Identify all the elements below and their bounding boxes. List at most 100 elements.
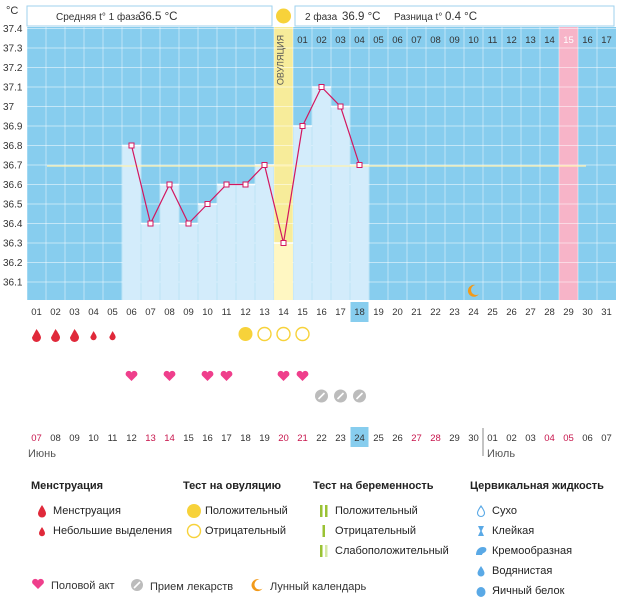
cycle-day-label: 27 — [525, 307, 536, 318]
cycle-day-label: 10 — [202, 307, 213, 318]
legend-moon-label: Лунный календарь — [270, 580, 367, 593]
small-drop-icon — [31, 525, 53, 537]
phase2-header — [294, 5, 615, 27]
legend-pregnancy-positive: Положительный — [335, 505, 418, 517]
calendar-date: 06 — [582, 433, 593, 444]
calendar-date: 20 — [278, 433, 289, 444]
calendar-date: 29 — [449, 433, 460, 444]
calendar-date: 01 — [487, 433, 498, 444]
double-bar-icon — [313, 504, 335, 518]
cycle-day-label: 14 — [278, 307, 289, 318]
post-ovulation-day: 12 — [506, 35, 517, 46]
calendar-date: 15 — [183, 433, 194, 444]
month-july: Июль — [487, 448, 515, 460]
cycle-day-label: 29 — [563, 307, 574, 318]
cycle-day-label: 01 — [31, 307, 42, 318]
y-tick-label: 36.5 — [3, 200, 23, 211]
cycle-day-label: 22 — [430, 307, 441, 318]
y-axis-unit: °C — [6, 5, 18, 17]
ovulation-test-positive — [238, 327, 253, 341]
legend-cervical-sticky: Клейкая — [492, 525, 535, 537]
post-ovulation-day: 08 — [430, 35, 441, 46]
menstruation-drop — [32, 329, 41, 342]
temperature-bar — [236, 184, 255, 300]
cycle-day-label: 09 — [183, 307, 194, 318]
temperature-point — [318, 84, 325, 90]
diff-value: 0.4 °C — [445, 11, 477, 23]
temperature-point — [242, 181, 249, 188]
temperature-point — [261, 162, 268, 168]
intercourse-heart — [125, 370, 138, 381]
cycle-day-label: 04 — [88, 307, 99, 318]
cycle-day-label: 02 — [50, 307, 61, 318]
legend-cervical-eggwhite: Яичный белок — [492, 585, 565, 597]
cycle-day-label: 17 — [335, 307, 346, 318]
menstruation-drop — [109, 331, 116, 341]
legend-spotting-item: Небольшие выделения — [53, 525, 173, 537]
calendar-date: 07 — [31, 433, 42, 444]
temperature-bar — [274, 243, 293, 300]
cycle-day-label: 11 — [222, 307, 232, 318]
cycle-day-label: 24 — [468, 307, 479, 318]
temperature-bar — [331, 106, 350, 300]
medication-pill-stroke — [317, 392, 326, 400]
temperature-bar — [179, 223, 198, 300]
legend-pregnancy-title: Тест на беременность — [313, 480, 434, 492]
calendar-date: 17 — [221, 433, 232, 444]
diff-label: Разница t° — [394, 12, 442, 23]
legend-pregnancy-test: Тест на беременность Положительный Отриц… — [313, 480, 449, 561]
menstruation-drop — [70, 329, 79, 342]
intercourse-heart — [277, 370, 290, 381]
temperature-bar — [141, 223, 160, 300]
temperature-bar — [255, 165, 274, 300]
post-ovulation-day: 02 — [316, 35, 327, 46]
phase1-value: 36.5 °C — [139, 11, 177, 23]
ovulation-sun-icon — [276, 8, 291, 24]
cycle-day-label: 18 — [354, 307, 365, 318]
calendar-date: 07 — [601, 433, 612, 444]
temperature-bar — [312, 87, 331, 300]
cycle-day-label: 05 — [107, 307, 118, 318]
post-ovulation-day: 14 — [544, 35, 555, 46]
watery-drop-icon — [470, 564, 492, 578]
temperature-point — [147, 220, 154, 227]
post-ovulation-day: 09 — [449, 35, 460, 46]
post-ovulation-day: 17 — [601, 35, 612, 46]
single-bar-icon — [313, 524, 335, 538]
cycle-day-label: 23 — [449, 307, 460, 318]
dry-drop-icon — [470, 504, 492, 518]
heart-icon — [31, 578, 51, 593]
calendar-date: 08 — [50, 433, 61, 444]
calendar-date: 19 — [259, 433, 270, 444]
moon-icon — [250, 578, 270, 595]
temperature-bar — [122, 145, 141, 300]
calendar-date: 22 — [316, 433, 327, 444]
post-ovulation-day: 15 — [563, 35, 574, 46]
legend-ovulation-title: Тест на овуляцию — [183, 480, 282, 492]
post-ovulation-day: 01 — [297, 35, 308, 46]
temperature-bar — [350, 165, 369, 300]
temperature-point — [280, 240, 287, 246]
sticky-icon — [470, 524, 492, 538]
legend-cervical-title: Цервикальная жидкость — [470, 480, 604, 492]
weak-bar-icon — [313, 544, 335, 558]
cycle-day-label: 19 — [373, 307, 384, 318]
post-ovulation-day: 13 — [525, 35, 536, 46]
calendar-date: 13 — [145, 433, 156, 444]
medication-pill-stroke — [336, 392, 345, 400]
cycle-day-label: 12 — [240, 307, 251, 318]
temperature-point — [299, 123, 306, 129]
calendar-date: 12 — [126, 433, 137, 444]
calendar-date: 26 — [392, 433, 403, 444]
intercourse-heart — [220, 370, 233, 381]
temperature-point — [185, 220, 192, 227]
calendar-date: 28 — [430, 433, 441, 444]
cycle-day-label: 06 — [126, 307, 137, 318]
phase1-label: Средняя t° 1 фаза — [56, 11, 141, 23]
ovulation-label: ОВУЛЯЦИЯ — [276, 35, 286, 85]
month-june: Июнь — [28, 448, 56, 460]
temperature-point — [204, 201, 211, 207]
legend-menstruation-title: Менструация — [31, 480, 104, 492]
y-tick-label: 37.1 — [3, 83, 23, 94]
cycle-day-label: 08 — [164, 307, 175, 318]
